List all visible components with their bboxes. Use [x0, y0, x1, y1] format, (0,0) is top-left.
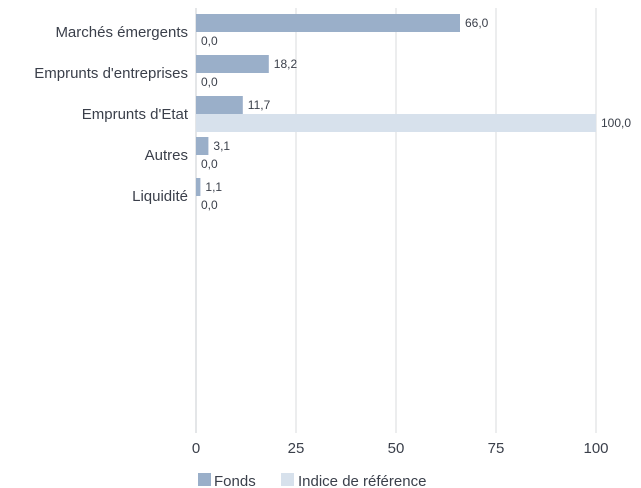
category-label: Autres [145, 147, 188, 164]
data-label: 18,2 [274, 57, 298, 71]
x-tick-label: 0 [192, 440, 200, 457]
category-labels: Marchés émergents Emprunts d'entreprises E… [34, 24, 189, 205]
category-label: Emprunts d'Etat [82, 106, 189, 123]
x-tick-label: 25 [288, 440, 305, 457]
x-tick-label: 75 [488, 440, 505, 457]
category-label: Marchés émergents [55, 24, 188, 41]
bar-fonds-4 [196, 178, 201, 196]
data-label: 1,1 [205, 180, 222, 194]
category-label: Liquidité [132, 188, 188, 205]
legend-label: Indice de référence [298, 473, 426, 488]
x-tick-label: 50 [388, 440, 405, 457]
legend-swatch-fonds [198, 473, 211, 486]
legend: Fonds Indice de référence [198, 473, 426, 488]
x-tick-label: 100 [583, 440, 608, 457]
x-axis-tick-labels: 0 25 50 75 100 [192, 440, 609, 457]
grid-lines [195, 8, 597, 433]
legend-label: Fonds [214, 473, 256, 488]
category-label: Emprunts d'entreprises [34, 65, 188, 82]
data-label: 3,1 [213, 139, 230, 153]
data-label: 100,0 [601, 116, 631, 130]
bar-fonds-0 [196, 14, 460, 32]
data-label: 0,0 [201, 157, 218, 171]
data-label: 0,0 [201, 34, 218, 48]
data-label: 0,0 [201, 75, 218, 89]
data-label: 0,0 [201, 198, 218, 212]
bars: 66,0 0,0 18,2 0,0 11,7 100,0 3,1 0,0 1,1 0,0 [196, 14, 631, 212]
data-label: 66,0 [465, 16, 489, 30]
data-label: 11,7 [248, 98, 271, 112]
bar-fonds-2 [196, 96, 243, 114]
bar-fonds-1 [196, 55, 269, 73]
bar-indice-2 [196, 114, 596, 132]
bar-fonds-3 [196, 137, 209, 155]
legend-swatch-indice [281, 473, 294, 486]
